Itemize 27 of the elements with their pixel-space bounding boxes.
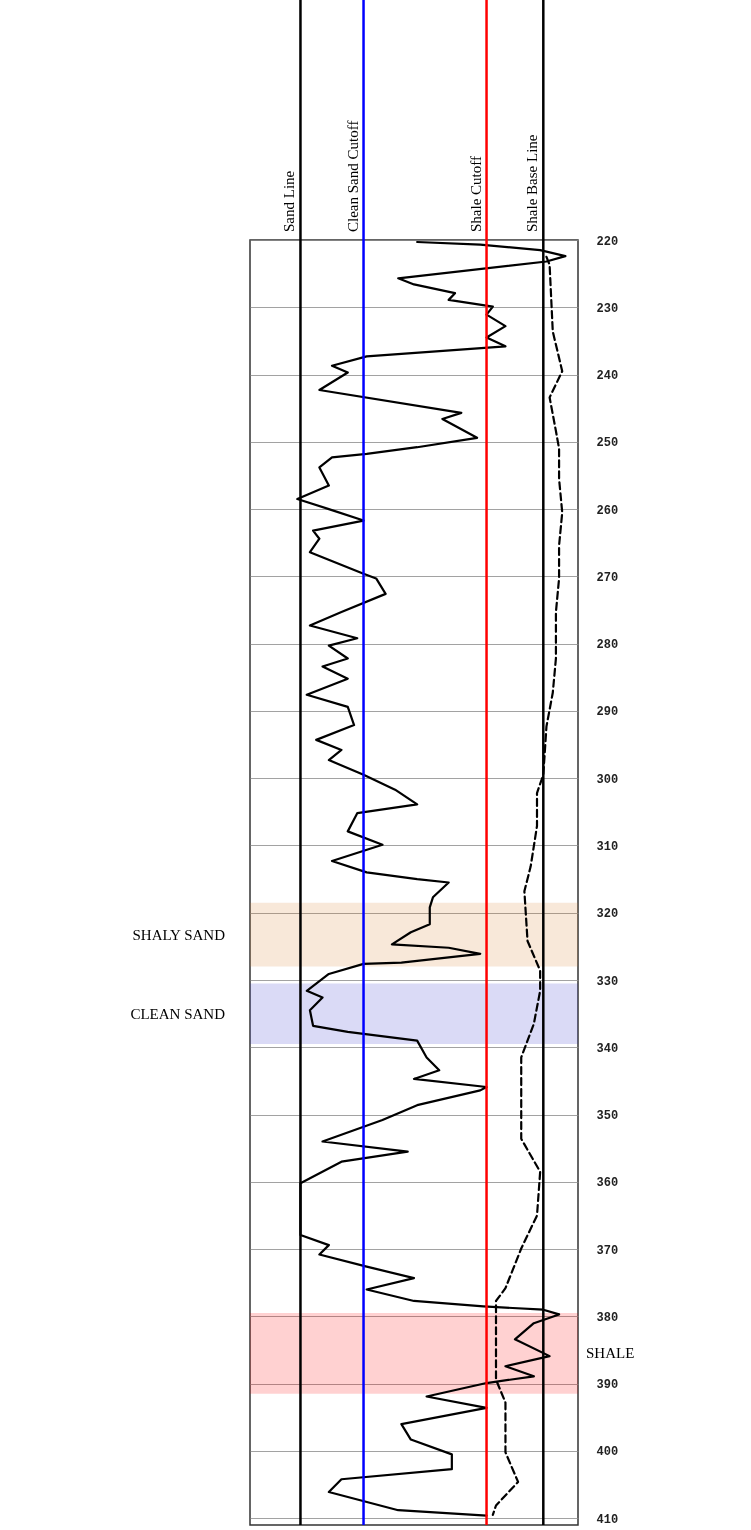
y-tick-label: 310 (596, 840, 619, 854)
y-tick-label: 240 (596, 369, 619, 384)
y-tick-label: 380 (596, 1310, 619, 1325)
band-label: SHALE (586, 1345, 635, 1362)
y-tick-label: 340 (596, 1041, 619, 1056)
y-tick-label: 250 (596, 436, 619, 451)
y-tick-label: 350 (596, 1109, 619, 1124)
y-tick-label: 360 (596, 1176, 619, 1191)
band-label: CLEAN SAND (130, 1005, 226, 1022)
y-tick-label: 270 (596, 570, 619, 585)
y-tick-label: 330 (596, 974, 619, 989)
ref-line-label: Sand Line (281, 170, 298, 232)
y-tick-label: 260 (596, 503, 619, 518)
ref-line-label: Shale Base Line (524, 134, 541, 232)
ref-line-label: Shale Cutoff (467, 156, 484, 232)
band-label: SHALY SAND (132, 926, 226, 943)
y-tick-label: 290 (596, 705, 619, 720)
ref-line-label: Clean Sand Cutoff (344, 120, 361, 232)
y-tick-label: 280 (596, 638, 619, 653)
y-tick-label: 410 (596, 1512, 619, 1527)
y-tick-label: 220 (596, 234, 619, 249)
y-tick-label: 320 (596, 907, 619, 922)
y-tick-label: 390 (596, 1378, 619, 1393)
y-tick-label: 370 (596, 1243, 619, 1258)
y-tick-label: 400 (596, 1445, 619, 1460)
y-tick-label: 300 (596, 772, 619, 787)
y-tick-label: 230 (596, 301, 619, 316)
